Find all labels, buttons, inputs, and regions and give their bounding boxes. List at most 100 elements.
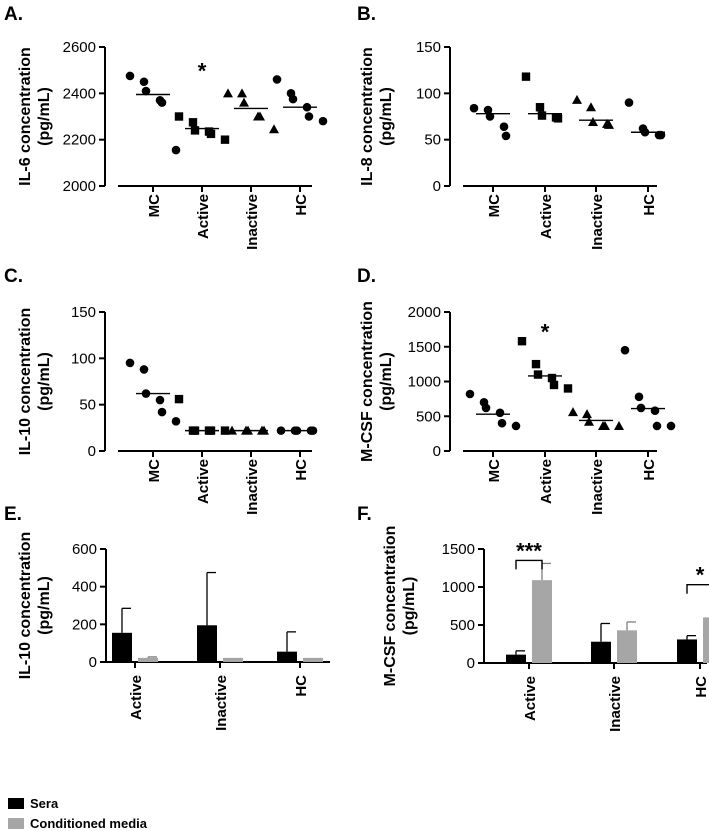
panel-b-category-label-active: Active bbox=[538, 194, 555, 239]
panel-d-point-hc bbox=[620, 345, 630, 355]
panel-b-point-active bbox=[521, 72, 531, 81]
panel-a-significance-active: * bbox=[198, 59, 207, 84]
panel-a-point-hc bbox=[272, 75, 282, 84]
panel-d-point-active bbox=[531, 359, 541, 369]
panel-a-point-active bbox=[190, 126, 200, 135]
panel-d-ytick-label: 1000 bbox=[408, 374, 441, 391]
panel-e-category-label-hc: HC bbox=[293, 675, 310, 697]
panel-b-point-inactive bbox=[586, 102, 596, 112]
panel-f-y-unit: (pg/mL) bbox=[401, 577, 418, 636]
panel-d-point-inactive bbox=[582, 409, 592, 419]
panel-f-category-label-hc: HC bbox=[693, 676, 709, 698]
panel-c-point-mc bbox=[125, 358, 135, 368]
panel-d-point-hc bbox=[650, 406, 660, 415]
panel-b-point-active bbox=[537, 111, 547, 120]
panel-c: 0 50 100 150 IL-10 concentration (pg/mL) MC Act… bbox=[17, 304, 318, 515]
panel-d-significance-active: * bbox=[541, 319, 550, 344]
panel-d-point-mc bbox=[481, 403, 491, 413]
panel-a-y-unit: (pg/mL) bbox=[36, 87, 53, 146]
panel-b-category-label-mc: MC bbox=[486, 194, 503, 217]
legend-swatch-sera bbox=[8, 798, 24, 809]
panel-c-category-label-mc: MC bbox=[146, 459, 163, 482]
panel-d-point-active bbox=[547, 373, 557, 383]
panel-a-point-inactive bbox=[239, 97, 249, 107]
panel-d: 0 500 1000 1500 2000 M-CSF concentration (pg/m… bbox=[359, 301, 676, 515]
panel-d-point-inactive bbox=[568, 407, 578, 417]
panel-a: 2000 2200 2400 2600 IL-6 concentration (pg/mL… bbox=[17, 39, 328, 250]
panel-d-point-hc bbox=[652, 421, 662, 431]
panel-a-ytick-label: 2000 bbox=[63, 178, 96, 195]
panel-f-ytick-label: 0 bbox=[467, 655, 475, 672]
panel-a-y-label: IL-6 concentration bbox=[17, 47, 34, 186]
panel-a-category-label-inactive: Inactive bbox=[244, 194, 261, 250]
panel-d-point-mc bbox=[511, 421, 521, 431]
legend-label-sera: Sera bbox=[30, 796, 59, 811]
panel-e: 0 200 400 600 IL-10 concentration (pg/mL) Acti… bbox=[17, 532, 330, 731]
panel-a-point-active bbox=[174, 112, 184, 121]
panel-d-category-label-mc: MC bbox=[486, 459, 503, 482]
legend-swatch-conditioned-media bbox=[8, 818, 24, 829]
panel-d-point-hc bbox=[634, 392, 644, 402]
panel-a-point-active bbox=[188, 118, 198, 127]
panel-f-bar-sera-inactive bbox=[591, 641, 611, 663]
panel-f-bar-sera-hc bbox=[677, 639, 697, 663]
panel-d-ytick-label: 0 bbox=[433, 443, 441, 460]
panel-a-category-label-hc: HC bbox=[293, 194, 310, 216]
panel-a-point-active bbox=[206, 129, 216, 139]
panel-d-point-mc bbox=[495, 408, 505, 418]
panel-e-ytick-label: 0 bbox=[89, 654, 97, 671]
panel-d-point-inactive bbox=[600, 420, 610, 430]
panel-d-point-active bbox=[563, 384, 573, 393]
panel-a-point-mc bbox=[171, 145, 181, 155]
panel-e-bar-sera-hc bbox=[277, 651, 297, 662]
panel-b-point-active bbox=[535, 103, 545, 112]
panel-c-ytick-label: 150 bbox=[71, 304, 96, 321]
legend-label-conditioned-media: Conditioned media bbox=[30, 816, 148, 831]
panel-f: 0 500 1000 1500 M-CSF concentration (pg/mL) Ac… bbox=[382, 526, 709, 732]
panel-c-ytick-label: 0 bbox=[88, 443, 96, 460]
panel-b-point-inactive bbox=[604, 119, 614, 129]
panel-c-point-mc bbox=[157, 407, 167, 417]
panel-label-b: B. bbox=[357, 4, 376, 25]
panel-d-y-unit: (pg/mL) bbox=[378, 352, 395, 411]
panel-a-point-mc bbox=[141, 86, 151, 96]
panel-e-bar-sera-inactive bbox=[197, 625, 217, 662]
panel-f-bar-conditioned-media-inactive bbox=[617, 630, 637, 663]
panel-a-point-inactive bbox=[255, 111, 265, 121]
panel-b-ytick-label: 0 bbox=[433, 178, 441, 195]
panel-d-point-active bbox=[549, 380, 559, 390]
panel-label-e: E. bbox=[4, 504, 22, 525]
panel-d-category-label-inactive: Inactive bbox=[589, 459, 606, 515]
panel-f-ytick-label: 500 bbox=[450, 617, 475, 634]
panel-e-ytick-label: 200 bbox=[72, 616, 97, 633]
panel-e-bar-conditioned-media-hc bbox=[303, 657, 323, 662]
panel-a-ytick-label: 2400 bbox=[63, 85, 96, 102]
panel-f-significance-hc: * bbox=[696, 563, 705, 588]
panel-a-category-label-mc: MC bbox=[146, 194, 163, 217]
panel-c-ytick-label: 50 bbox=[79, 397, 96, 414]
panel-f-category-label-active: Active bbox=[522, 676, 539, 721]
panel-e-y-label: IL-10 concentration bbox=[17, 532, 34, 680]
panel-b-category-label-hc: HC bbox=[641, 194, 658, 216]
panel-b-category-label-inactive: Inactive bbox=[589, 194, 606, 250]
panel-b-point-mc bbox=[499, 122, 509, 131]
panel-b-y-label: IL-8 concentration bbox=[359, 47, 376, 186]
panel-d-category-label-active: Active bbox=[538, 459, 555, 504]
panel-a-point-inactive bbox=[237, 88, 247, 98]
panel-e-bar-sera-active bbox=[112, 632, 132, 662]
panel-a-category-label-active: Active bbox=[195, 194, 212, 239]
panel-d-category-label-hc: HC bbox=[641, 459, 658, 481]
panel-e-ytick-label: 400 bbox=[72, 579, 97, 596]
panel-b-ytick-label: 100 bbox=[416, 85, 441, 102]
panel-a-point-hc bbox=[318, 116, 328, 126]
panel-c-category-label-hc: HC bbox=[293, 459, 310, 481]
panel-b-ytick-label: 50 bbox=[424, 132, 441, 149]
panel-c-point-hc bbox=[276, 426, 286, 435]
panel-c-point-active bbox=[174, 394, 184, 404]
panel-b-point-inactive bbox=[588, 117, 598, 127]
panel-e-bar-conditioned-media-active bbox=[138, 657, 158, 662]
panel-e-category-label-inactive: Inactive bbox=[213, 675, 230, 731]
panel-d-point-active bbox=[533, 370, 543, 379]
panel-d-point-inactive bbox=[584, 416, 594, 426]
panel-c-y-unit: (pg/mL) bbox=[36, 352, 53, 411]
